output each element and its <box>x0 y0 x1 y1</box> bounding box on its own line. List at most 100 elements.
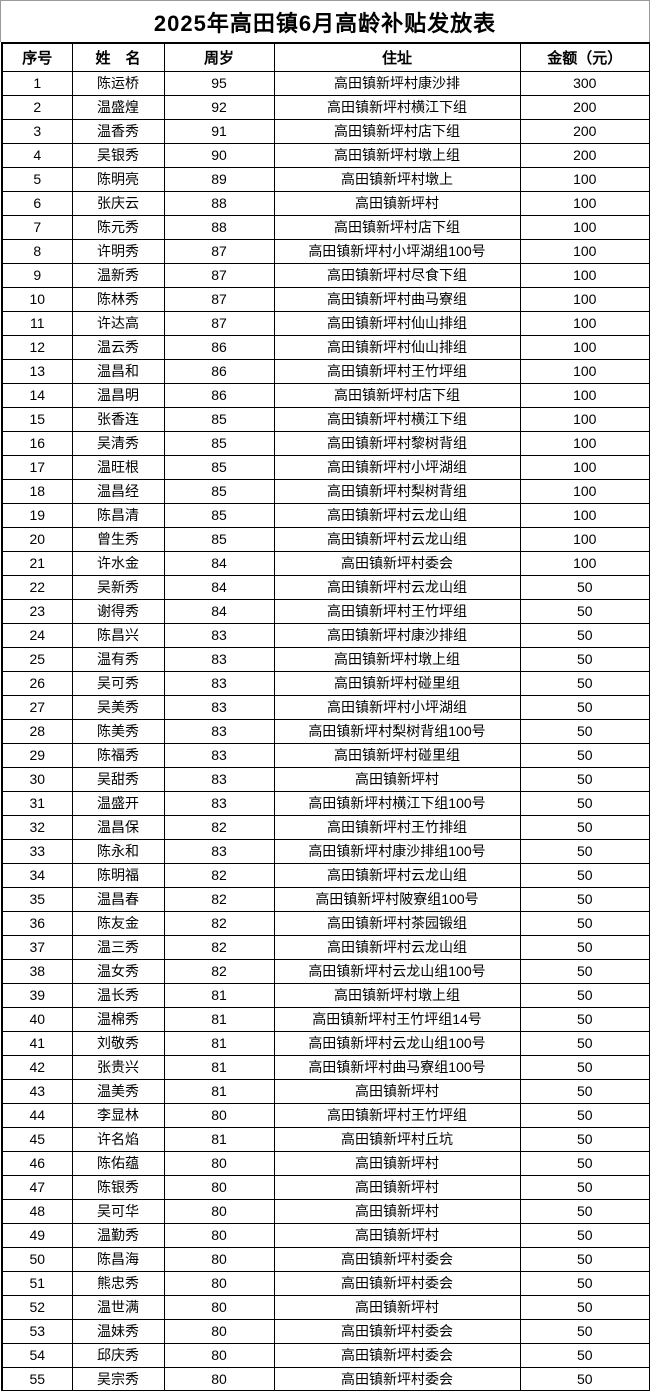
table-row: 23 谢得秀 84 高田镇新坪村王竹坪组 50 <box>1 598 650 624</box>
cell-amount: 100 <box>519 166 650 192</box>
table-row: 38 温女秀 82 高田镇新坪村云龙山组100号 50 <box>1 958 650 984</box>
cell-name: 张香连 <box>71 406 165 432</box>
cell-index: 10 <box>1 286 73 312</box>
cell-age: 82 <box>163 958 275 984</box>
cell-name: 吴可华 <box>71 1198 165 1224</box>
cell-age: 83 <box>163 838 275 864</box>
cell-address: 高田镇新坪村王竹坪组 <box>273 358 521 384</box>
table-row: 1 陈运桥 95 高田镇新坪村康沙排 300 <box>1 70 650 96</box>
table-row: 29 陈福秀 83 高田镇新坪村碰里组 50 <box>1 742 650 768</box>
cell-name: 温旺根 <box>71 454 165 480</box>
cell-age: 87 <box>163 262 275 288</box>
cell-name: 陈美秀 <box>71 718 165 744</box>
table-row: 27 吴美秀 83 高田镇新坪村小坪湖组 50 <box>1 694 650 720</box>
cell-index: 55 <box>1 1366 73 1391</box>
cell-name: 曾生秀 <box>71 526 165 552</box>
cell-address: 高田镇新坪村王竹坪组14号 <box>273 1006 521 1032</box>
cell-age: 85 <box>163 478 275 504</box>
cell-age: 85 <box>163 526 275 552</box>
cell-age: 81 <box>163 1126 275 1152</box>
cell-age: 82 <box>163 814 275 840</box>
cell-address: 高田镇新坪村店下组 <box>273 382 521 408</box>
cell-amount: 50 <box>519 1006 650 1032</box>
cell-index: 49 <box>1 1222 73 1248</box>
cell-name: 温棉秀 <box>71 1006 165 1032</box>
cell-index: 41 <box>1 1030 73 1056</box>
table-body: 1 陈运桥 95 高田镇新坪村康沙排 300 2 温盛煌 92 高田镇新坪村横江… <box>1 70 650 1391</box>
cell-amount: 100 <box>519 262 650 288</box>
cell-address: 高田镇新坪村仙山排组 <box>273 334 521 360</box>
table-row: 43 温美秀 81 高田镇新坪村 50 <box>1 1078 650 1104</box>
cell-age: 83 <box>163 742 275 768</box>
cell-amount: 50 <box>519 1222 650 1248</box>
cell-age: 80 <box>163 1342 275 1368</box>
cell-address: 高田镇新坪村横江下组 <box>273 94 521 120</box>
cell-name: 温昌和 <box>71 358 165 384</box>
cell-age: 86 <box>163 382 275 408</box>
table-row: 51 熊忠秀 80 高田镇新坪村委会 50 <box>1 1270 650 1296</box>
cell-amount: 50 <box>519 622 650 648</box>
table-row: 35 温昌春 82 高田镇新坪村陂寮组100号 50 <box>1 886 650 912</box>
cell-index: 45 <box>1 1126 73 1152</box>
cell-address: 高田镇新坪村横江下组 <box>273 406 521 432</box>
cell-name: 陈昌兴 <box>71 622 165 648</box>
cell-age: 80 <box>163 1270 275 1296</box>
cell-name: 温昌春 <box>71 886 165 912</box>
cell-age: 85 <box>163 406 275 432</box>
table-row: 25 温有秀 83 高田镇新坪村墩上组 50 <box>1 646 650 672</box>
cell-address: 高田镇新坪村 <box>273 1078 521 1104</box>
cell-index: 18 <box>1 478 73 504</box>
cell-name: 谢得秀 <box>71 598 165 624</box>
cell-index: 3 <box>1 118 73 144</box>
table-row: 20 曾生秀 85 高田镇新坪村云龙山组 100 <box>1 526 650 552</box>
cell-amount: 50 <box>519 718 650 744</box>
cell-age: 82 <box>163 862 275 888</box>
cell-amount: 50 <box>519 1342 650 1368</box>
cell-address: 高田镇新坪村 <box>273 1150 521 1176</box>
cell-address: 高田镇新坪村墩上组 <box>273 982 521 1008</box>
cell-amount: 50 <box>519 790 650 816</box>
cell-address: 高田镇新坪村小坪湖组 <box>273 694 521 720</box>
table-row: 26 吴可秀 83 高田镇新坪村碰里组 50 <box>1 670 650 696</box>
table-row: 8 许明秀 87 高田镇新坪村小坪湖组100号 100 <box>1 238 650 264</box>
cell-age: 84 <box>163 550 275 576</box>
cell-index: 36 <box>1 910 73 936</box>
cell-name: 温勤秀 <box>71 1222 165 1248</box>
cell-age: 83 <box>163 646 275 672</box>
cell-index: 53 <box>1 1318 73 1344</box>
cell-amount: 50 <box>519 958 650 984</box>
cell-index: 35 <box>1 886 73 912</box>
cell-name: 邱庆秀 <box>71 1342 165 1368</box>
cell-name: 吴宗秀 <box>71 1366 165 1391</box>
cell-age: 86 <box>163 358 275 384</box>
cell-name: 温有秀 <box>71 646 165 672</box>
header-row: 序号 姓 名 周岁 住址 金额（元） <box>1 42 650 72</box>
table-row: 52 温世满 80 高田镇新坪村 50 <box>1 1294 650 1320</box>
page-title: 2025年高田镇6月高龄补贴发放表 <box>153 10 497 36</box>
cell-amount: 100 <box>519 502 650 528</box>
cell-address: 高田镇新坪村墩上组 <box>273 142 521 168</box>
cell-index: 15 <box>1 406 73 432</box>
cell-age: 80 <box>163 1102 275 1128</box>
table-row: 32 温昌保 82 高田镇新坪村王竹排组 50 <box>1 814 650 840</box>
cell-index: 33 <box>1 838 73 864</box>
cell-amount: 50 <box>519 646 650 672</box>
cell-amount: 200 <box>519 118 650 144</box>
cell-address: 高田镇新坪村 <box>273 190 521 216</box>
cell-amount: 100 <box>519 406 650 432</box>
cell-name: 熊忠秀 <box>71 1270 165 1296</box>
cell-amount: 100 <box>519 190 650 216</box>
cell-index: 5 <box>1 166 73 192</box>
cell-index: 12 <box>1 334 73 360</box>
cell-name: 陈明亮 <box>71 166 165 192</box>
cell-name: 陈佑蕴 <box>71 1150 165 1176</box>
cell-index: 1 <box>1 70 73 96</box>
cell-address: 高田镇新坪村碰里组 <box>273 670 521 696</box>
cell-age: 95 <box>163 70 275 96</box>
table-row: 45 许名焰 81 高田镇新坪村丘坑 50 <box>1 1126 650 1152</box>
table-row: 24 陈昌兴 83 高田镇新坪村康沙排组 50 <box>1 622 650 648</box>
cell-age: 82 <box>163 934 275 960</box>
cell-index: 42 <box>1 1054 73 1080</box>
cell-index: 39 <box>1 982 73 1008</box>
cell-address: 高田镇新坪村梨树背组100号 <box>273 718 521 744</box>
